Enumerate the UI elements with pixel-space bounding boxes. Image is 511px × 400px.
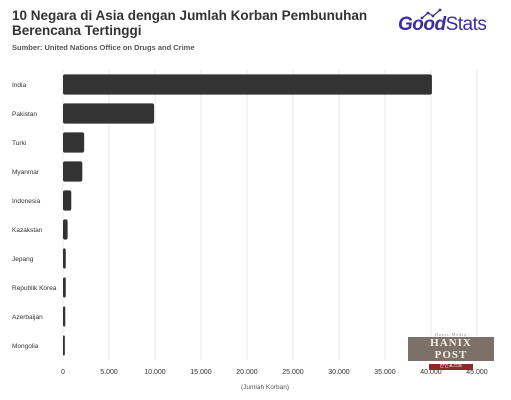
bar — [63, 161, 83, 182]
x-axis-label: (Jumlah Korban) — [241, 384, 289, 391]
logo-part-good: Good — [398, 14, 446, 35]
bar — [63, 219, 68, 240]
goodstats-logo: GoodStats — [398, 8, 488, 38]
chart-subtitle: Sumber: United Nations Office on Drugs a… — [12, 43, 195, 52]
chart-header: 10 Negara di Asia dengan Jumlah Korban P… — [12, 8, 392, 52]
category-label: Myanmar — [12, 169, 40, 176]
bar — [63, 277, 66, 298]
logo-wordmark: GoodStats — [398, 14, 487, 35]
category-label: Turki — [12, 140, 26, 147]
bar — [63, 335, 65, 356]
chart-title: 10 Negara di Asia dengan Jumlah Korban P… — [12, 8, 392, 38]
x-tick-label: 10.000 — [144, 369, 166, 376]
watermark-sub-text: 한인포스트 — [429, 364, 473, 370]
category-label: Azerbaijan — [12, 314, 43, 321]
x-tick-label: 25.000 — [282, 369, 304, 376]
watermark-main-text: HANIX POST — [408, 337, 494, 361]
category-label: Indonesia — [12, 198, 41, 205]
x-tick-label: 20.000 — [236, 369, 258, 376]
bar — [63, 74, 432, 95]
chart-title-line-2: Berencana Tertinggi — [12, 23, 142, 38]
category-label: Kazakstan — [12, 227, 43, 234]
watermark-top-text: Hanix Media — [435, 332, 467, 337]
x-tick-label: 15.000 — [190, 369, 212, 376]
category-label: Mongolia — [12, 343, 39, 350]
hanix-post-watermark: Hanix Media HANIX POST 한인포스트 — [408, 332, 494, 370]
bar — [63, 248, 66, 269]
sparkline-icon — [420, 8, 442, 20]
chart-title-line-1: 10 Negara di Asia dengan Jumlah Korban P… — [12, 8, 368, 23]
logo-part-stats: Stats — [445, 14, 487, 35]
x-tick-label: 0 — [61, 369, 65, 376]
bar — [63, 132, 85, 153]
x-tick-label: 45.000 — [466, 369, 488, 376]
category-label: India — [12, 82, 26, 89]
category-label: Republik Korea — [12, 285, 57, 292]
bar — [63, 103, 155, 124]
x-tick-label: 35.000 — [374, 369, 396, 376]
x-tick-label: 40.000 — [420, 369, 442, 376]
category-label: Pakistan — [12, 111, 37, 118]
category-label: Jepang — [12, 256, 34, 263]
bar — [63, 306, 66, 327]
x-tick-label: 5.000 — [100, 369, 118, 376]
bar — [63, 190, 72, 211]
x-tick-label: 30.000 — [328, 369, 350, 376]
